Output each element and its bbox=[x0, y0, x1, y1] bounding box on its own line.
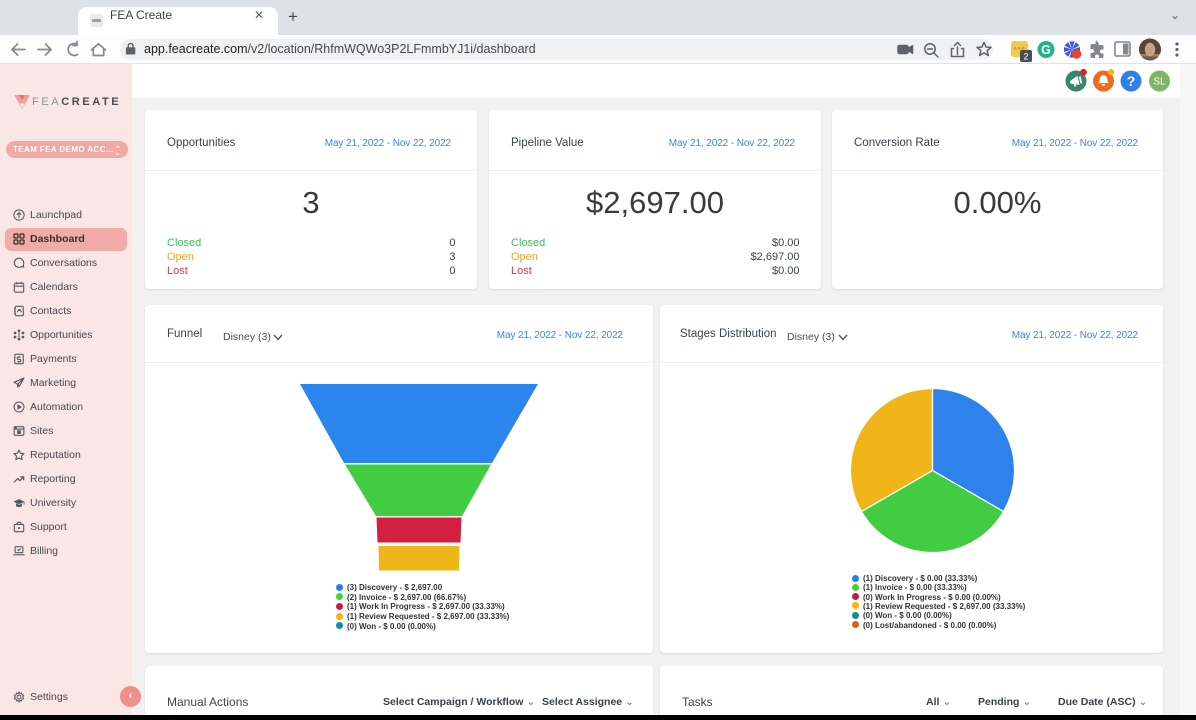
svg-text:2: 2 bbox=[1023, 52, 1028, 62]
svg-text:?: ? bbox=[1127, 73, 1136, 89]
svg-text:SL: SL bbox=[1153, 77, 1166, 88]
svg-text:G: G bbox=[1041, 43, 1051, 57]
